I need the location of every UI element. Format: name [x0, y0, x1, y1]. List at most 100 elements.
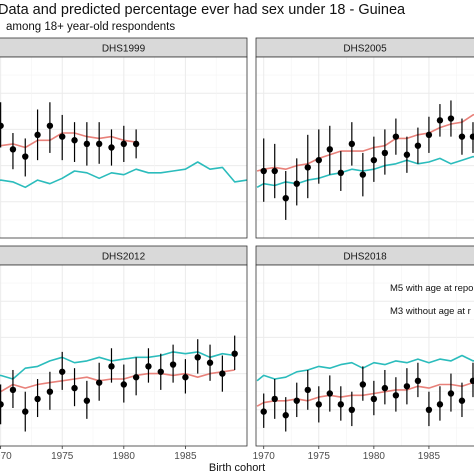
- facet-strip-label: DHS2012: [102, 252, 146, 263]
- data-point: [132, 140, 140, 148]
- data-point: [194, 354, 201, 361]
- data-point: [282, 412, 289, 419]
- data-point: [95, 379, 103, 386]
- data-point: [9, 386, 17, 394]
- data-point: [46, 122, 54, 129]
- data-point: [425, 406, 433, 413]
- data-point: [59, 368, 66, 375]
- facet-strip-label: DHS2005: [343, 44, 387, 55]
- data-point: [381, 149, 389, 157]
- data-point: [414, 377, 422, 385]
- data-point: [403, 151, 411, 158]
- data-point: [0, 122, 4, 129]
- x-tick-label: 1970: [253, 451, 276, 462]
- data-point: [231, 350, 238, 357]
- data-point: [260, 167, 267, 175]
- data-point: [392, 133, 400, 140]
- data-point: [425, 131, 433, 139]
- data-point: [370, 156, 378, 164]
- facet-panel: DHS2018 1970 1975 1980 1985 M5 with age at re…: [253, 245, 474, 462]
- data-point: [447, 115, 455, 122]
- data-point: [337, 169, 345, 177]
- data-point: [469, 377, 474, 385]
- data-point: [359, 171, 367, 178]
- data-point: [436, 401, 444, 408]
- facet-strip-label: DHS1999: [102, 44, 146, 55]
- data-point: [469, 133, 474, 140]
- data-point: [381, 384, 389, 392]
- x-tick-label: 1980: [113, 451, 136, 462]
- legend-entry-label: M3 without age at r: [390, 306, 471, 317]
- x-tick-label: 1970: [0, 451, 12, 462]
- data-point: [326, 146, 333, 153]
- series-line-m5: [256, 381, 474, 407]
- series-line-m3: [256, 155, 474, 189]
- data-point: [145, 363, 152, 370]
- data-point: [271, 167, 278, 175]
- chart-subtitle: among 18+ year-old respondents: [6, 21, 175, 33]
- data-point: [95, 140, 103, 148]
- data-point: [326, 390, 333, 397]
- data-point: [403, 383, 411, 390]
- data-point: [436, 117, 444, 124]
- data-point: [293, 180, 300, 187]
- data-point: [392, 392, 400, 399]
- x-axis-title: Birth cohort: [209, 462, 265, 474]
- data-point: [59, 133, 66, 140]
- data-point: [34, 131, 41, 139]
- data-point: [293, 397, 300, 404]
- data-point: [219, 370, 226, 377]
- series-line-m3: [256, 354, 474, 382]
- data-point: [337, 401, 345, 408]
- data-point: [458, 397, 466, 404]
- data-point: [120, 140, 128, 148]
- data-point: [282, 194, 289, 202]
- panel-border: [255, 264, 474, 447]
- data-point: [271, 395, 278, 403]
- data-point: [83, 140, 91, 148]
- series-line-m3: [0, 161, 248, 189]
- facet-panel: DHS2005: [255, 37, 474, 239]
- data-point: [348, 406, 356, 413]
- data-point: [315, 156, 322, 164]
- data-point: [108, 363, 115, 370]
- data-point: [132, 374, 140, 381]
- data-point: [120, 381, 128, 388]
- x-tick-label: 1975: [51, 451, 74, 462]
- x-tick-label: 1985: [174, 451, 197, 462]
- data-point: [304, 386, 311, 394]
- data-point: [46, 388, 54, 395]
- data-point: [71, 137, 78, 144]
- facet-panel: DHS2012 1970 1975 1980 1985: [0, 245, 248, 462]
- panel-border: [255, 56, 474, 239]
- data-point: [0, 401, 4, 408]
- chart-title: Data and predicted percentage ever had s…: [0, 2, 406, 18]
- facet-panels: DHS1999DHS2005DHS20121970197519801985DHS…: [0, 37, 474, 462]
- data-point: [447, 390, 455, 397]
- x-tick-label: 1985: [418, 451, 441, 462]
- data-point: [304, 164, 311, 171]
- data-point: [414, 142, 422, 149]
- facet-strip-label: DHS2018: [343, 252, 387, 263]
- x-tick-label: 1980: [363, 451, 386, 462]
- data-point: [9, 146, 17, 153]
- legend-entry-label: M5 with age at repo: [390, 283, 473, 294]
- data-point: [83, 397, 91, 404]
- data-point: [182, 374, 189, 381]
- panel-border: [0, 56, 248, 239]
- data-point: [71, 384, 78, 392]
- facet-panel: DHS1999: [0, 37, 248, 239]
- data-point: [348, 140, 356, 148]
- data-point: [169, 361, 177, 368]
- data-point: [370, 395, 378, 403]
- x-tick-label: 1975: [308, 451, 331, 462]
- data-point: [108, 144, 115, 151]
- data-point: [458, 133, 466, 140]
- data-point: [260, 408, 267, 415]
- data-point: [315, 401, 322, 408]
- panel-border: [0, 264, 248, 447]
- data-point: [359, 381, 367, 388]
- data-point: [206, 359, 214, 366]
- data-point: [22, 408, 29, 415]
